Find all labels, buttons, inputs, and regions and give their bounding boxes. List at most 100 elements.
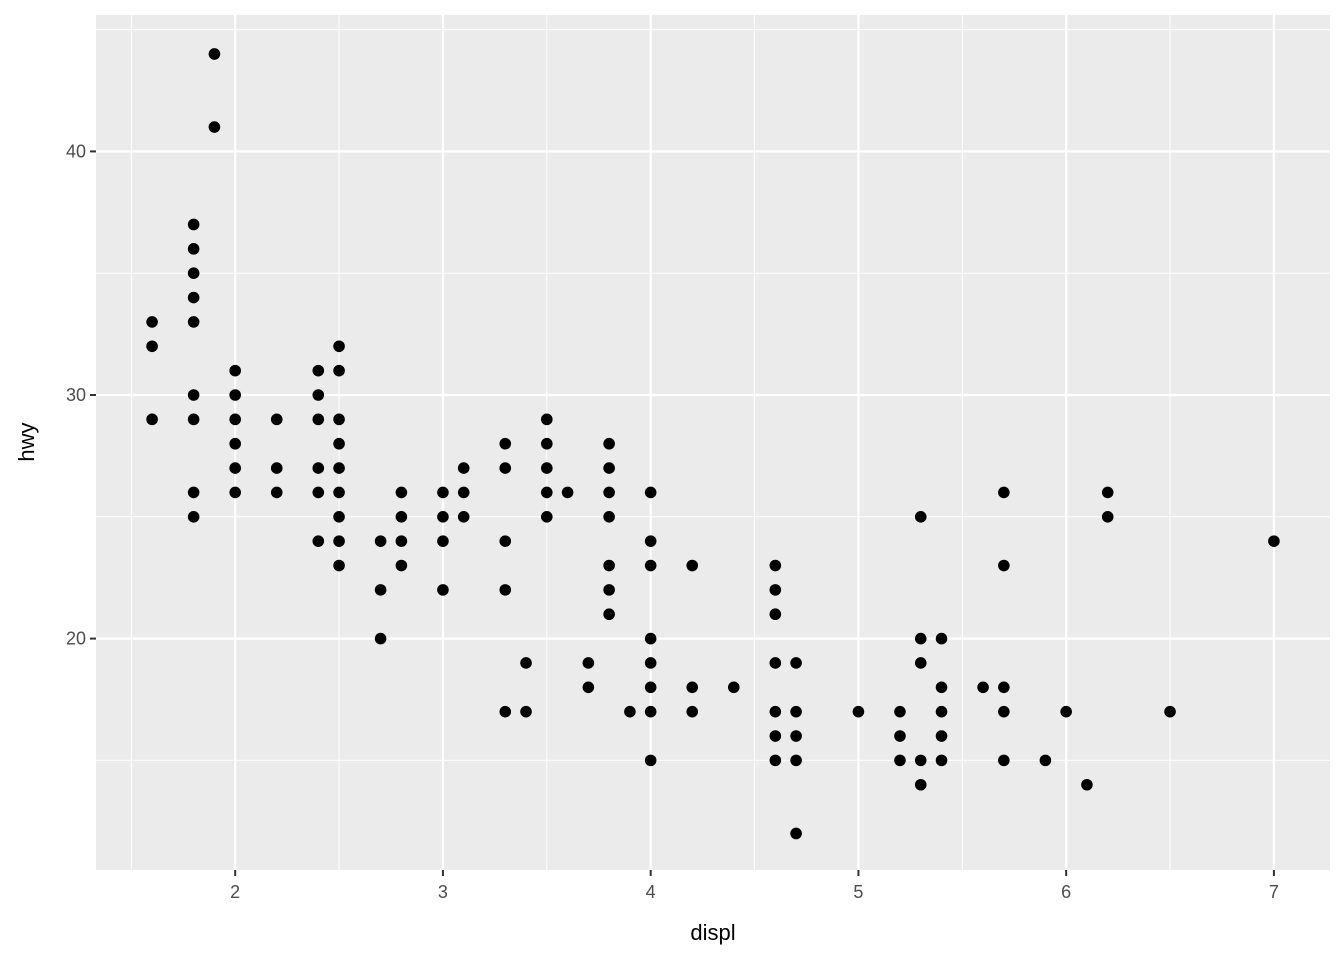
- data-point: [603, 510, 615, 523]
- minor-gridlines: [96, 15, 1330, 870]
- data-point: [457, 510, 470, 523]
- data-point: [187, 486, 200, 499]
- data-point: [146, 316, 158, 328]
- data-point: [270, 462, 283, 474]
- data-point: [603, 462, 615, 474]
- data-point: [769, 584, 782, 596]
- x-tick-label: 7: [1269, 882, 1279, 902]
- data-point: [187, 267, 200, 280]
- data-point: [998, 705, 1010, 718]
- data-point: [769, 608, 782, 621]
- x-tick-label: 5: [853, 882, 863, 902]
- data-point: [437, 486, 449, 499]
- data-point: [187, 389, 200, 401]
- data-point: [229, 437, 241, 450]
- data-point: [686, 559, 699, 572]
- data-point: [333, 510, 345, 523]
- data-point: [894, 754, 906, 767]
- data-point: [312, 389, 325, 401]
- data-point: [457, 462, 470, 474]
- data-point: [229, 389, 241, 401]
- data-point: [914, 657, 927, 669]
- x-axis: 2 3 4 5 6 7: [230, 870, 1279, 902]
- data-point: [333, 462, 345, 474]
- data-point: [998, 681, 1010, 694]
- data-point: [935, 632, 948, 645]
- data-point: [790, 657, 802, 669]
- data-point: [1101, 510, 1114, 523]
- data-point: [894, 705, 906, 718]
- data-point: [312, 486, 325, 499]
- data-point: [790, 730, 802, 742]
- data-point: [395, 486, 408, 499]
- data-point: [457, 486, 470, 499]
- data-point: [790, 754, 802, 767]
- data-point: [644, 681, 657, 694]
- data-point: [1081, 778, 1093, 791]
- data-point: [769, 754, 782, 767]
- x-tick-label: 6: [1061, 882, 1071, 902]
- data-point: [769, 657, 782, 669]
- data-point: [790, 705, 802, 718]
- y-tick-label: 40: [66, 141, 86, 161]
- data-point: [187, 243, 200, 255]
- data-point: [187, 218, 200, 231]
- y-tick-label: 30: [66, 385, 86, 405]
- data-point: [229, 364, 241, 377]
- data-point: [1101, 486, 1114, 499]
- data-point: [437, 584, 449, 596]
- data-point: [914, 632, 927, 645]
- data-point: [644, 657, 657, 669]
- data-point: [208, 121, 221, 133]
- points-layer: [146, 48, 1280, 840]
- data-point: [333, 486, 345, 499]
- data-point: [769, 730, 782, 742]
- data-point: [270, 486, 283, 499]
- data-point: [998, 559, 1010, 572]
- data-point: [603, 437, 615, 450]
- data-point: [603, 608, 615, 621]
- data-point: [374, 535, 387, 547]
- data-point: [146, 413, 158, 426]
- data-point: [270, 413, 283, 426]
- x-tick-label: 4: [646, 882, 656, 902]
- data-point: [499, 705, 512, 718]
- data-point: [187, 291, 200, 304]
- data-point: [1039, 754, 1052, 767]
- data-point: [582, 681, 595, 694]
- data-point: [187, 413, 200, 426]
- y-axis: 20 30 40: [66, 141, 96, 649]
- data-point: [1060, 705, 1072, 718]
- data-point: [686, 705, 699, 718]
- data-point: [374, 632, 387, 645]
- data-point: [852, 705, 865, 718]
- x-tick-label: 2: [230, 882, 240, 902]
- data-point: [541, 510, 553, 523]
- data-point: [935, 754, 948, 767]
- data-point: [437, 510, 449, 523]
- data-point: [935, 705, 948, 718]
- data-point: [437, 535, 449, 547]
- data-point: [333, 340, 345, 353]
- data-point: [603, 486, 615, 499]
- data-point: [998, 754, 1010, 767]
- data-point: [790, 827, 802, 840]
- data-point: [686, 681, 699, 694]
- data-point: [499, 437, 512, 450]
- data-point: [146, 340, 158, 353]
- panel-background: [96, 15, 1330, 870]
- data-point: [644, 535, 657, 547]
- data-point: [499, 535, 512, 547]
- data-point: [333, 413, 345, 426]
- data-point: [541, 413, 553, 426]
- data-point: [229, 462, 241, 474]
- x-axis-label: displ: [690, 920, 735, 945]
- data-point: [333, 437, 345, 450]
- data-point: [187, 510, 200, 523]
- data-point: [520, 657, 532, 669]
- data-point: [603, 584, 615, 596]
- data-point: [998, 486, 1010, 499]
- data-point: [229, 486, 241, 499]
- data-point: [561, 486, 574, 499]
